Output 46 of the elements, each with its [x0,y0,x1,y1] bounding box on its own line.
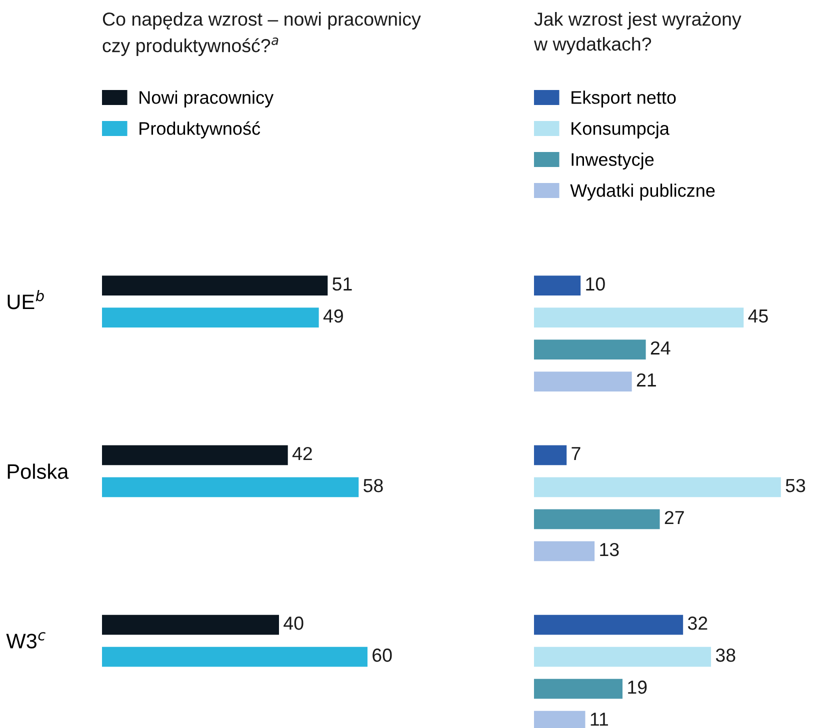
bar [102,445,288,466]
legend-label: Wydatki publiczne [570,184,715,200]
bar [534,372,632,392]
data-label: 40 [284,616,304,630]
bar [534,614,684,635]
bar [102,477,359,498]
data-label: 7 [572,447,580,460]
bar [534,541,595,562]
data-label: 19 [628,680,647,694]
data-label: 60 [372,648,392,662]
bar [534,477,781,498]
legend-label: Eksport netto [572,90,676,108]
legend-label: Nowi pracownicy [140,90,274,108]
data-label: 51 [332,278,352,291]
bar [534,678,623,699]
data-label: 27 [664,510,684,524]
bar [102,646,368,667]
data-label: 24 [650,341,670,354]
bar [102,308,319,328]
legend-label: Produktywność [140,121,260,138]
data-label: 13 [600,542,619,556]
bar [534,509,660,530]
bar [534,646,712,667]
data-label: 42 [292,446,312,460]
data-label: 11 [590,712,608,726]
bar [102,276,328,296]
data-label: 32 [688,616,708,630]
bar [534,308,744,328]
data-label: 49 [323,309,343,323]
data-label: 45 [748,310,768,323]
chart-title: Co napędza wzrost – nowi pracownicy czy produktywność?$^{a}$ [102,12,421,56]
data-label: 58 [364,478,383,492]
bar [102,614,279,635]
legend-label: Inwestycje [572,152,654,170]
bar [534,340,646,360]
y-tick-label: Polska [8,464,69,479]
data-label: 10 [586,277,605,291]
y-tick-label: W3$^{c}$ [6,632,46,648]
y-tick-label: UE$^{b}$ [8,290,44,310]
data-label: 21 [636,373,656,386]
chart-title: Jak wzrost jest wyrażony w wydatkach? [534,12,742,54]
data-label: 38 [716,648,736,662]
data-label: 53 [786,478,806,492]
bar [534,445,567,466]
bar [534,276,581,296]
legend-label: Konsumpcja [572,122,670,138]
